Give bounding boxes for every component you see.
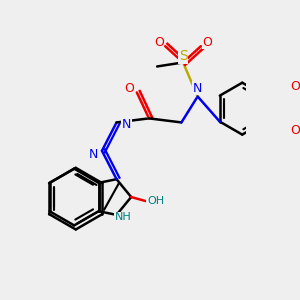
Text: NH: NH (115, 212, 131, 222)
Text: S: S (179, 49, 188, 63)
Text: O: O (202, 36, 212, 49)
Text: N: N (122, 118, 131, 131)
Text: O: O (154, 36, 164, 49)
Text: N: N (89, 148, 98, 161)
Text: OH: OH (147, 196, 164, 206)
Text: O: O (291, 80, 300, 93)
Text: O: O (124, 82, 134, 95)
Text: N: N (193, 82, 202, 95)
Text: O: O (291, 124, 300, 137)
